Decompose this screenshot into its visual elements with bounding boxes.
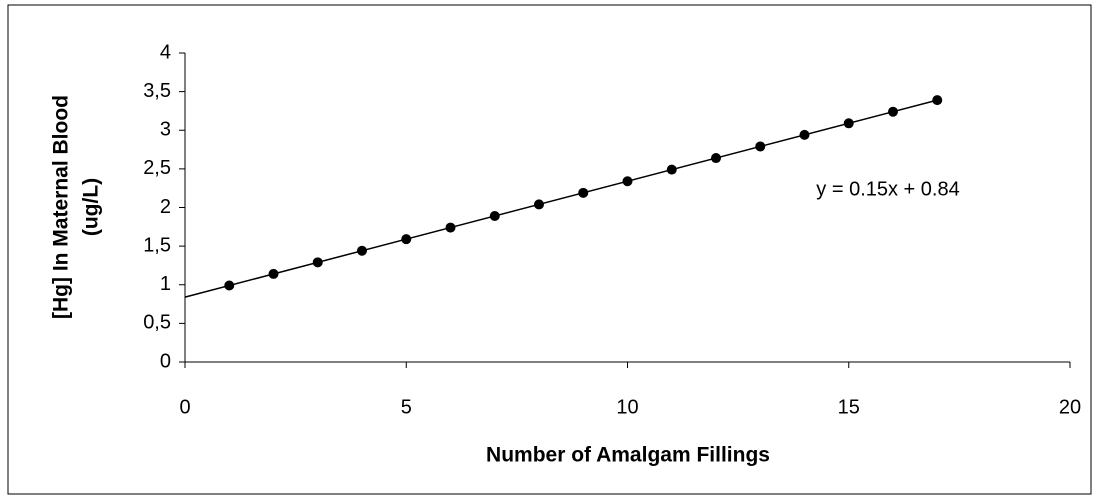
- data-point: [843, 118, 854, 129]
- x-tick-label: 5: [401, 396, 412, 418]
- y-tick-label: 2,5: [143, 157, 171, 179]
- data-point: [622, 176, 633, 187]
- data-point: [401, 234, 412, 245]
- data-point: [666, 164, 677, 175]
- y-axis-title: (ug/L): [80, 178, 103, 236]
- data-point: [224, 280, 235, 291]
- y-tick-label: 1: [160, 273, 171, 295]
- data-point: [489, 210, 500, 221]
- y-tick-label: 2: [160, 196, 171, 218]
- x-tick-label: 15: [838, 396, 860, 418]
- y-tick-label: 1,5: [143, 234, 171, 256]
- data-point: [711, 153, 721, 164]
- data-point: [755, 141, 766, 152]
- y-axis-title: [Hg] In Maternal Blood: [50, 95, 73, 319]
- trendline: [184, 99, 938, 298]
- y-tick-label: 0,5: [143, 312, 171, 334]
- data-point: [312, 257, 323, 268]
- data-point: [578, 187, 589, 198]
- data-point: [357, 245, 367, 256]
- data-point: [445, 222, 456, 233]
- data-point: [534, 199, 544, 210]
- trendline-equation: y = 0.15x + 0.84: [816, 178, 959, 200]
- y-tick-label: 0: [160, 350, 171, 372]
- data-point: [932, 95, 943, 106]
- x-tick-label: 10: [616, 396, 638, 418]
- chart-border: [7, 4, 1092, 495]
- data-point: [268, 268, 279, 279]
- x-axis-title: Number of Amalgam Fillings: [486, 444, 770, 467]
- y-tick-label: 4: [160, 41, 171, 63]
- y-tick-label: 3,5: [143, 80, 171, 102]
- data-point: [888, 106, 898, 117]
- data-point: [799, 129, 810, 140]
- y-tick-label: 3: [160, 119, 171, 141]
- x-tick-label: 20: [1059, 396, 1081, 418]
- x-tick-label: 0: [179, 396, 190, 418]
